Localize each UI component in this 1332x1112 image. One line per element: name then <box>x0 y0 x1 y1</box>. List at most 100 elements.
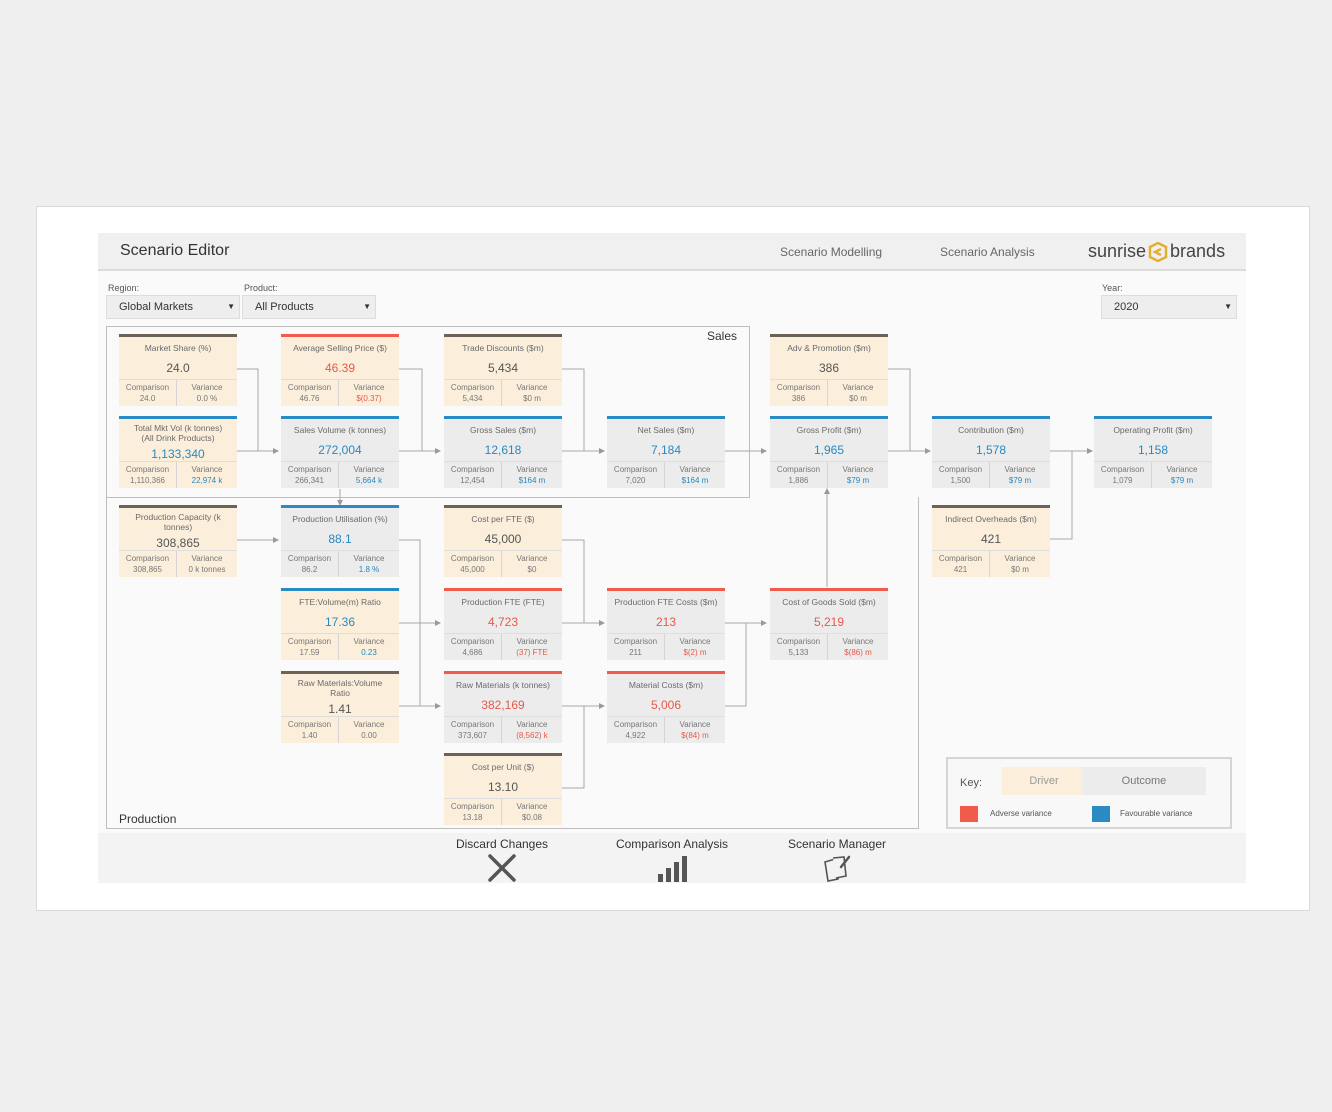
card-value: 213 <box>655 615 677 629</box>
comparison-value: 86.2 <box>301 565 318 574</box>
comparison-label: Comparison <box>776 465 821 474</box>
card-production-capacity[interactable]: Production Capacity (k tonnes) 308,865 C… <box>119 505 237 577</box>
card-cost-of-goods-sold[interactable]: Cost of Goods Sold ($m) 5,219 Comparison… <box>770 588 888 660</box>
action-bar: Discard Changes Comparison Analysis Scen… <box>98 833 1246 883</box>
comparison-label: Comparison Analysis <box>615 837 729 851</box>
card-label: Sales Volume (k tonnes) <box>293 425 387 435</box>
card-value: 45,000 <box>484 532 522 546</box>
scenario-manager-button[interactable]: Scenario Manager <box>782 837 892 882</box>
card-sales-volume[interactable]: Sales Volume (k tonnes) 272,004 Comparis… <box>281 416 399 488</box>
comparison-label: Comparison <box>450 383 495 392</box>
comparison-value: 13.18 <box>462 813 483 822</box>
card-adv-promotion[interactable]: Adv & Promotion ($m) 386 Comparison 386 Va… <box>770 334 888 406</box>
card-value: 1,133,340 <box>151 447 205 461</box>
app-header: Scenario Editor Scenario Modelling Scena… <box>98 233 1246 271</box>
comparison-label: Comparison <box>450 554 495 563</box>
card-trade-discounts[interactable]: Trade Discounts ($m) 5,434 Comparison 5,4… <box>444 334 562 406</box>
comparison-value: 266,341 <box>295 476 324 485</box>
card-production-fte-costs[interactable]: Production FTE Costs ($m) 213 Comparison… <box>607 588 725 660</box>
card-gross-sales[interactable]: Gross Sales ($m) 12,618 Comparison 12,454… <box>444 416 562 488</box>
variance-label: Variance <box>1004 554 1036 563</box>
favourable-label: Favourable variance <box>1120 809 1193 818</box>
card-cost-per-fte[interactable]: Cost per FTE ($) 45,000 Comparison 45,000… <box>444 505 562 577</box>
product-value: All Products <box>255 301 314 313</box>
card-raw-materials[interactable]: Raw Materials (k tonnes) 382,169 Compari… <box>444 671 562 743</box>
variance-value: $79 m <box>846 476 870 485</box>
comparison-value: 12,454 <box>460 476 485 485</box>
variance-label: Variance <box>191 465 223 474</box>
scenario-editor-app: Scenario Editor Scenario Modelling Scena… <box>98 233 1246 883</box>
comparison-value: 386 <box>791 394 806 403</box>
product-select[interactable]: All Products ▼ <box>242 295 376 319</box>
year-select[interactable]: 2020 ▼ <box>1101 295 1237 319</box>
card-value: 5,434 <box>487 361 519 375</box>
variance-value: $(86) m <box>844 648 872 657</box>
comparison-value: 1,886 <box>788 476 809 485</box>
card-fte-volume-ratio[interactable]: FTE:Volume(m) Ratio 17.36 Comparison 17.5… <box>281 588 399 660</box>
card-net-sales[interactable]: Net Sales ($m) 7,184 Comparison 7,020 Vari… <box>607 416 725 488</box>
card-label: Production Utilisation (%) <box>292 514 388 524</box>
chevron-down-icon: ▼ <box>1224 302 1232 311</box>
variance-label: Variance <box>679 720 711 729</box>
card-label: Gross Profit ($m) <box>796 425 862 435</box>
card-label: Contribution ($m) <box>958 425 1024 435</box>
card-label: Production Capacity (k tonnes) <box>135 512 221 532</box>
comparison-value: 5,434 <box>462 394 483 403</box>
key-label: Key: <box>960 777 983 789</box>
variance-value: 0.0 % <box>196 394 218 403</box>
brand-text-left: sunrise <box>1088 241 1147 261</box>
comparison-label: Comparison <box>613 465 658 474</box>
comparison-value: 4,922 <box>625 731 646 740</box>
adverse-swatch <box>960 806 978 822</box>
comparison-label: Comparison <box>125 383 170 392</box>
card-cost-per-unit[interactable]: Cost per Unit ($) 13.10 Comparison 13.18 V… <box>444 753 562 825</box>
card-material-costs[interactable]: Material Costs ($m) 5,006 Comparison 4,92… <box>607 671 725 743</box>
card-total-mkt-vol[interactable]: Total Mkt Vol (k tonnes) (All Drink Prod… <box>119 416 237 488</box>
card-average-selling-price[interactable]: Average Selling Price ($) 46.39 Comparis… <box>281 334 399 406</box>
comparison-analysis-button[interactable]: Comparison Analysis <box>610 837 734 882</box>
bar-chart-icon <box>658 856 687 882</box>
variance-label: Variance <box>1004 465 1036 474</box>
variance-label: Variance <box>353 465 385 474</box>
card-value: 17.36 <box>324 615 356 629</box>
variance-label: Variance <box>679 637 711 646</box>
card-indirect-overheads[interactable]: Indirect Overheads ($m) 421 Comparison 42… <box>932 505 1050 577</box>
card-production-fte[interactable]: Production FTE (FTE) 4,723 Comparison 4,6… <box>444 588 562 660</box>
comparison-label: Comparison <box>776 637 821 646</box>
card-gross-profit[interactable]: Gross Profit ($m) 1,965 Comparison 1,886 V… <box>770 416 888 488</box>
connector-lines <box>236 368 1093 789</box>
card-raw-materials-ratio[interactable]: Raw Materials:Volume Ratio 1.41 Comparis… <box>281 671 399 743</box>
key-outcome-swatch: Outcome <box>1082 767 1206 795</box>
card-market-share[interactable]: Market Share (%) 24.0 Comparison 24.0 Vari… <box>119 334 237 406</box>
card-production-utilisation[interactable]: Production Utilisation (%) 88.1 Comparis… <box>281 505 399 577</box>
comparison-label: Comparison <box>613 720 658 729</box>
comparison-value: 211 <box>629 648 642 657</box>
variance-label: Variance <box>353 554 385 563</box>
comparison-value: 308,865 <box>133 565 162 574</box>
variance-value: 5,664 k <box>355 476 383 485</box>
nav-scenario-modelling[interactable]: Scenario Modelling <box>780 245 883 259</box>
discard-changes-button[interactable]: Discard Changes <box>450 837 554 882</box>
comparison-label: Comparison <box>938 554 983 563</box>
variance-label: Variance <box>679 465 711 474</box>
comparison-value: 1.40 <box>301 731 318 740</box>
card-label: Cost per Unit ($) <box>471 762 535 772</box>
comparison-value: 1,079 <box>1112 476 1133 485</box>
variance-value: $(0.37) <box>356 394 382 403</box>
comparison-label: Comparison <box>287 637 332 646</box>
variance-label: Variance <box>353 383 385 392</box>
manager-label: Scenario Manager <box>787 837 887 851</box>
comparison-label: Comparison <box>450 465 495 474</box>
card-label: Indirect Overheads ($m) <box>945 514 1037 524</box>
card-value: 46.39 <box>324 361 356 375</box>
variance-value: $0 m <box>849 394 867 403</box>
variance-label: Variance <box>516 465 548 474</box>
card-operating-profit[interactable]: Operating Profit ($m) 1,158 Comparison 1,… <box>1094 416 1212 488</box>
variance-label: Variance <box>516 720 548 729</box>
card-contribution[interactable]: Contribution ($m) 1,578 Comparison 1,500 V… <box>932 416 1050 488</box>
variance-value: $0 m <box>523 394 541 403</box>
nav-scenario-analysis[interactable]: Scenario Analysis <box>940 245 1035 259</box>
discard-label: Discard Changes <box>455 837 549 851</box>
card-value: 88.1 <box>328 532 352 546</box>
region-select[interactable]: Global Markets ▼ <box>106 295 240 319</box>
